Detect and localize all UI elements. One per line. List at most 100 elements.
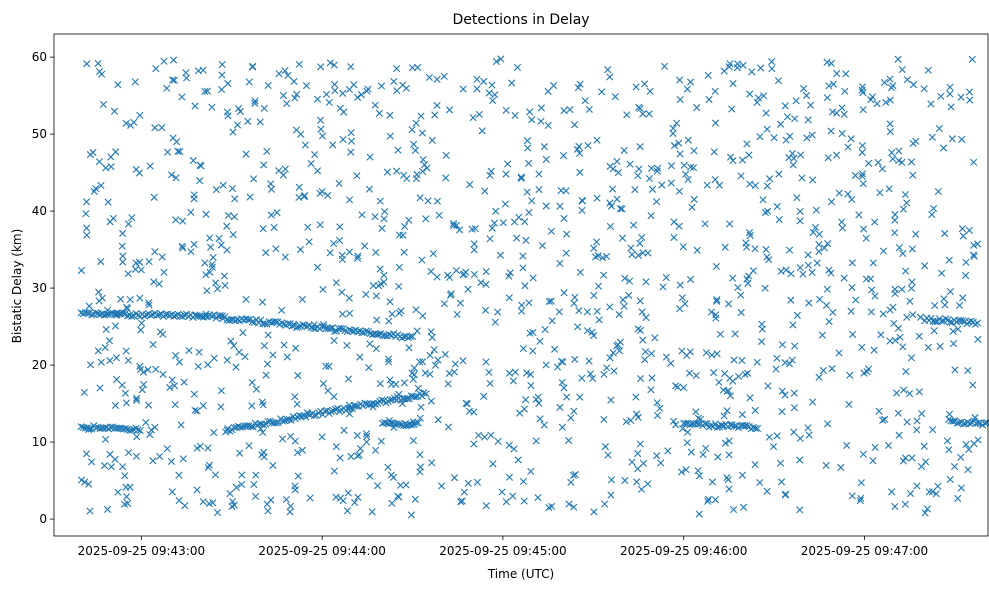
data-point [356,445,365,453]
data-point [811,223,820,232]
data-point [522,396,530,404]
data-point [859,225,868,233]
data-point [949,417,957,425]
data-point [566,105,574,114]
data-point [891,289,899,298]
data-point [536,337,544,345]
data-point [796,264,804,272]
data-point [462,399,470,407]
data-point [712,262,721,271]
data-point [689,164,698,172]
data-point [925,488,933,496]
data-point [302,413,310,421]
data-point [946,83,954,91]
data-point [560,289,568,297]
data-point [941,301,949,309]
data-point [965,88,974,96]
data-point [497,55,505,63]
data-point [598,88,606,96]
data-point [544,121,552,130]
data-point [211,471,220,479]
data-point [520,497,528,505]
data-point [144,401,153,409]
data-point [946,287,955,296]
data-point [584,142,592,150]
data-point [107,153,115,161]
data-point [808,268,816,276]
data-point [522,236,530,244]
data-point [295,323,303,331]
data-point [899,343,907,351]
data-point [470,270,479,279]
data-point [196,177,204,185]
data-point [121,424,129,433]
data-point [835,349,843,357]
data-point [224,112,232,120]
data-point [847,135,855,143]
data-point [746,90,754,98]
data-point [302,82,311,90]
data-point [431,361,440,369]
data-point [386,111,394,119]
data-point [968,55,976,63]
data-point [558,378,566,387]
data-point [562,249,570,257]
data-point [653,167,661,175]
data-point [410,140,418,148]
data-point [545,503,553,512]
data-point [347,63,355,71]
data-point [862,234,870,242]
data-point [294,472,302,480]
data-point [170,312,178,320]
data-point [163,84,171,92]
data-point [378,224,386,232]
data-point [119,229,127,237]
data-point [247,423,255,431]
data-point [233,121,242,129]
data-point [94,423,102,431]
data-point [955,301,964,310]
data-point [682,466,690,474]
data-point [486,171,494,180]
data-point [290,77,298,85]
data-point [102,325,110,334]
data-point [941,229,949,238]
data-point [858,86,866,94]
data-point [191,406,199,414]
data-point [132,452,141,460]
data-point [124,448,133,457]
data-point [473,75,481,83]
data-point [208,260,216,269]
data-point [938,269,946,277]
data-point [695,510,703,518]
data-point [449,219,458,228]
data-point [85,480,93,488]
data-point [267,185,276,193]
data-point [279,171,288,179]
data-point [376,197,384,205]
data-point [230,342,238,350]
data-point [781,391,789,399]
data-point [83,309,92,317]
data-point [636,239,644,247]
data-point [137,266,145,274]
data-point [494,437,502,445]
data-point [694,467,702,475]
data-point [648,374,656,382]
data-point [686,78,695,86]
data-point [218,60,226,69]
data-point [652,198,661,206]
data-point [708,351,716,359]
data-point [895,147,903,155]
data-point [560,107,568,115]
data-point [330,61,338,69]
data-point [233,316,242,324]
data-point [593,136,601,144]
data-point [411,393,420,401]
data-point [790,428,798,436]
data-point [567,478,575,487]
data-point [520,405,529,413]
data-point [489,460,497,468]
data-point [869,457,877,465]
data-point [885,185,893,193]
